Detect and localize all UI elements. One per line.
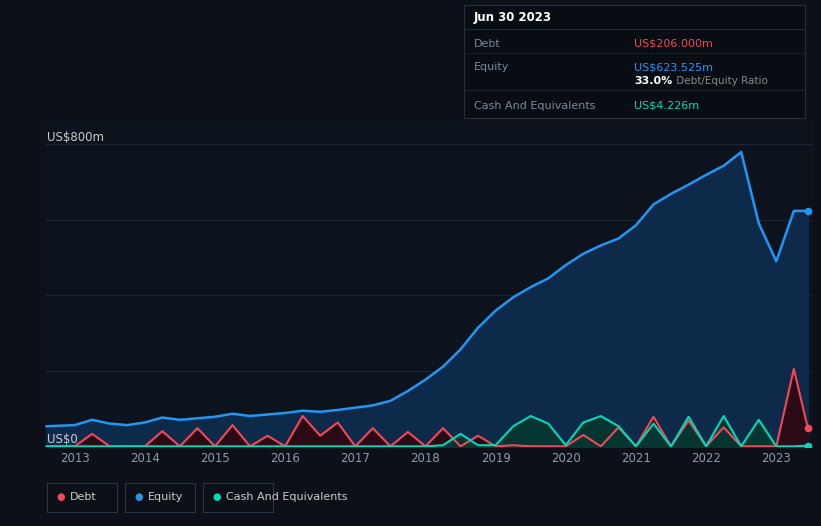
Text: Debt: Debt	[70, 492, 97, 502]
Text: ●: ●	[213, 492, 221, 502]
Text: ●: ●	[57, 492, 65, 502]
Text: Equity: Equity	[148, 492, 183, 502]
Text: Cash And Equivalents: Cash And Equivalents	[226, 492, 347, 502]
Text: Cash And Equivalents: Cash And Equivalents	[474, 101, 595, 111]
Text: US$206.000m: US$206.000m	[635, 39, 713, 49]
Text: Debt/Equity Ratio: Debt/Equity Ratio	[673, 76, 768, 86]
Text: Debt: Debt	[474, 39, 501, 49]
Text: US$4.226m: US$4.226m	[635, 101, 699, 111]
Text: ●: ●	[135, 492, 143, 502]
Text: Equity: Equity	[474, 63, 509, 73]
Text: 33.0%: 33.0%	[635, 76, 672, 86]
Text: US$800m: US$800m	[48, 131, 104, 144]
Text: US$623.525m: US$623.525m	[635, 63, 713, 73]
Text: Jun 30 2023: Jun 30 2023	[474, 11, 552, 24]
Text: US$0: US$0	[48, 433, 78, 447]
